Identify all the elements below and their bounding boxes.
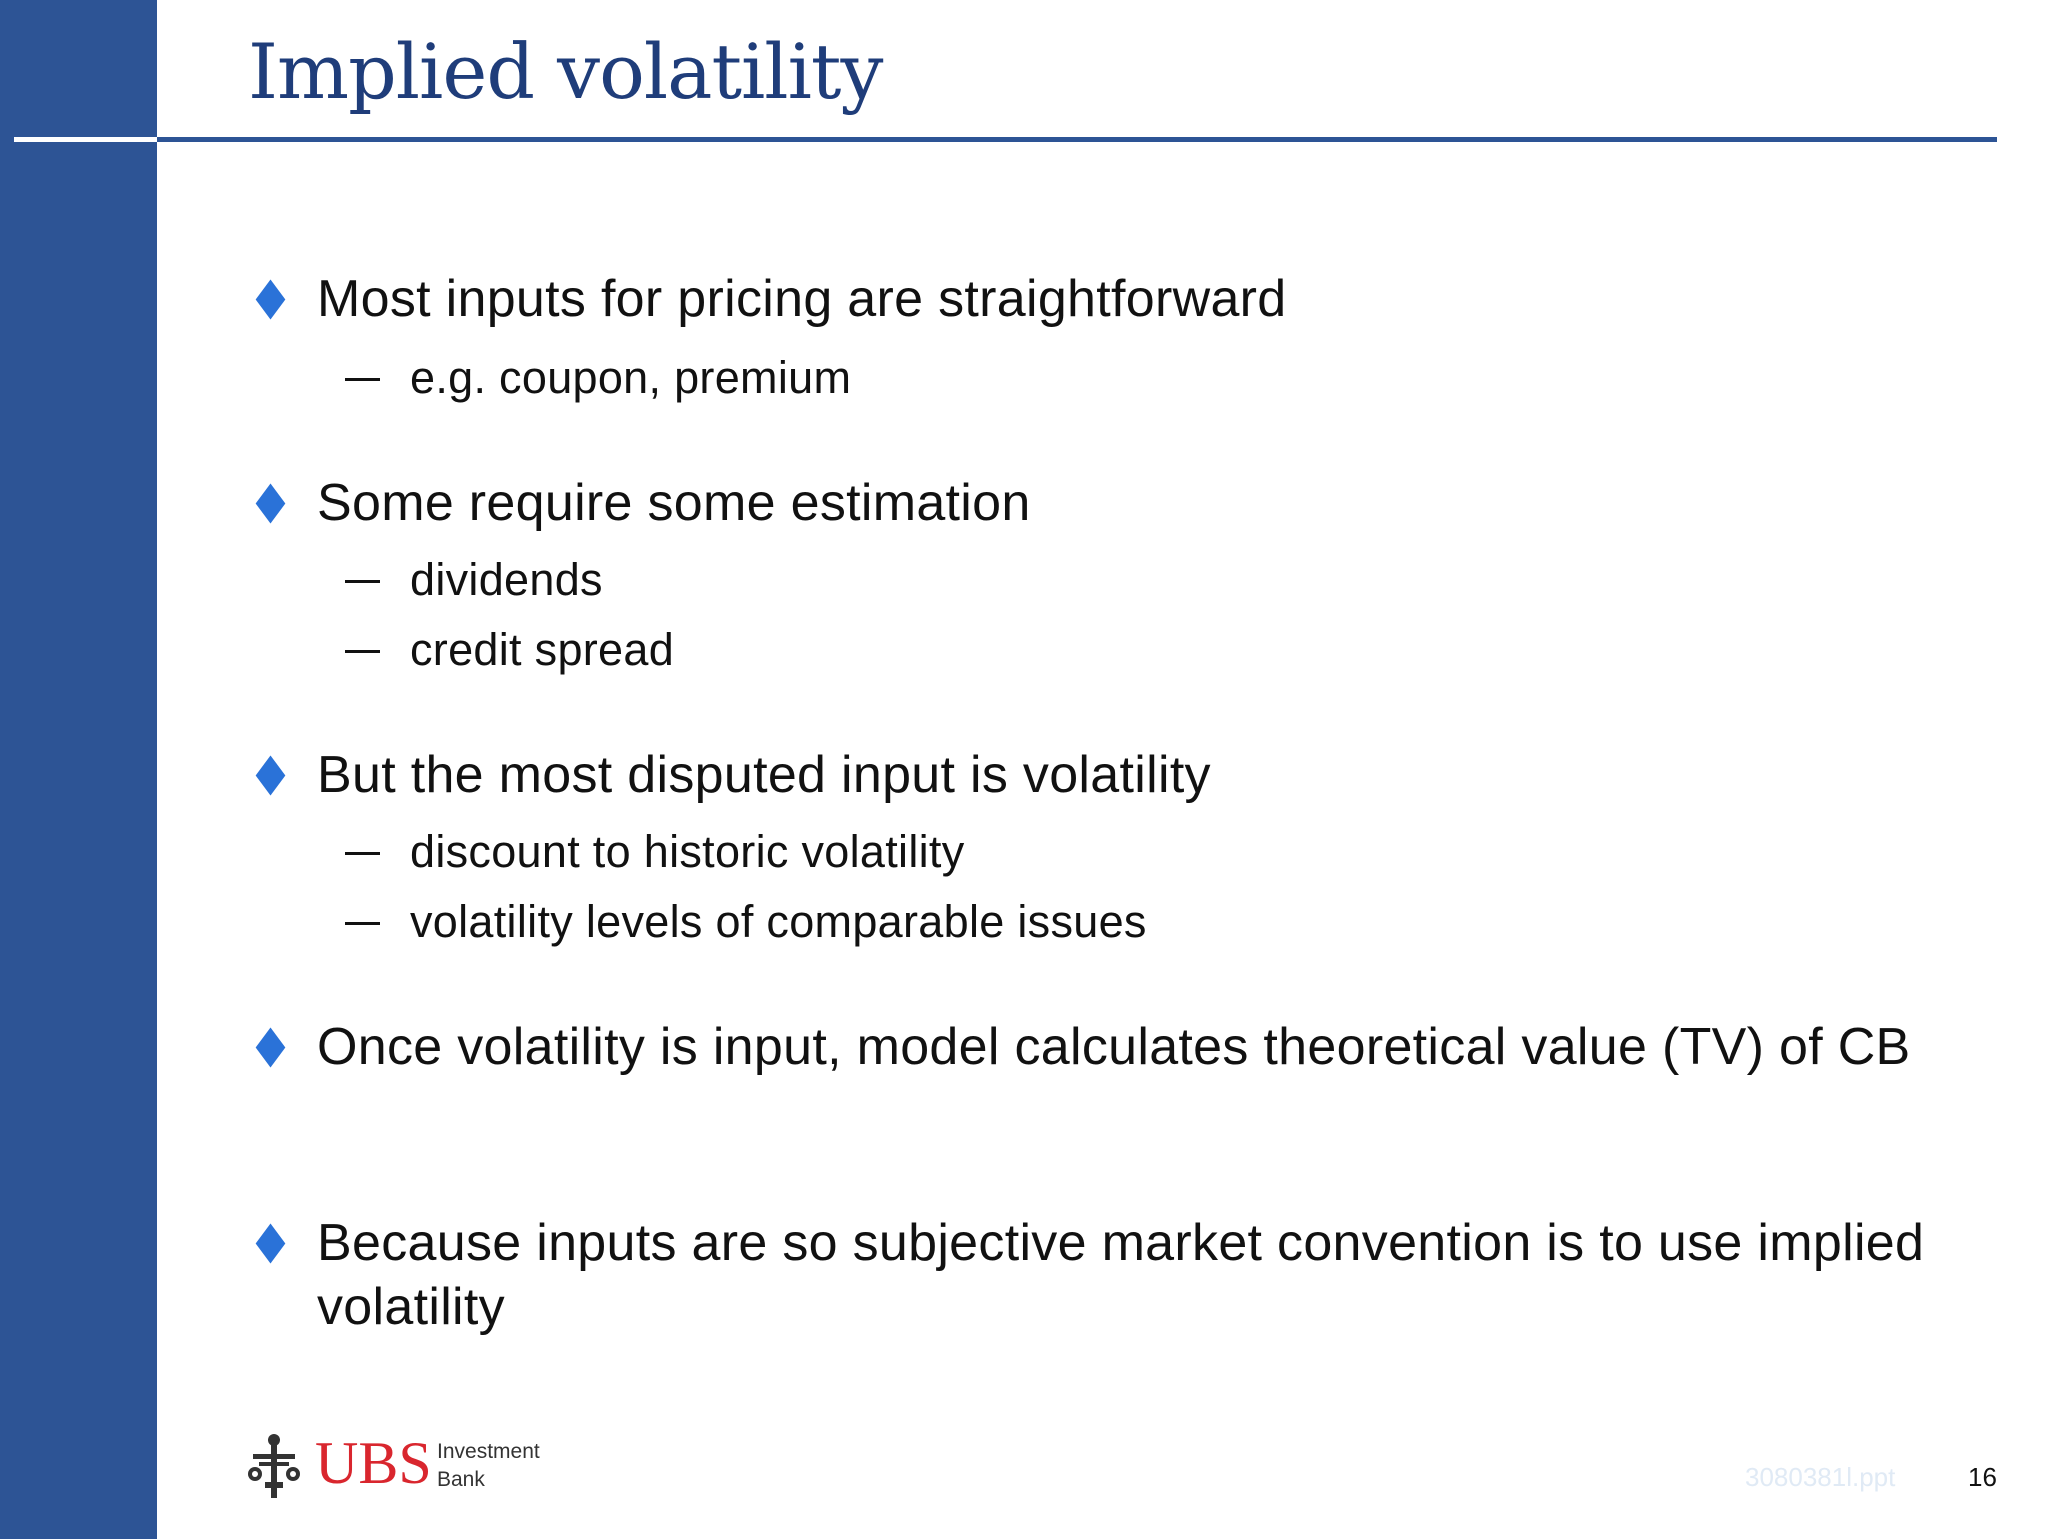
logo-bank-text: Bank	[437, 1468, 485, 1491]
logo-investment-text: Investment	[437, 1440, 540, 1463]
bullet-text: Most inputs for pricing are straightforw…	[317, 270, 1287, 328]
ubs-logo: UBS Investment Bank	[245, 1428, 585, 1508]
sub-bullet-item: dividends	[345, 550, 1745, 610]
sub-bullet-item: e.g. coupon, premium	[345, 348, 1745, 408]
sub-bullet-text: dividends	[410, 554, 603, 605]
logo-ubs-text: UBS	[315, 1430, 432, 1496]
sub-bullet-text: credit spread	[410, 624, 675, 675]
sub-bullet-text: discount to historic volatility	[410, 826, 965, 877]
left-sidebar-band	[0, 0, 157, 1539]
diamond-bullet-icon	[255, 754, 285, 796]
dash-icon	[345, 378, 380, 381]
bullet-text: Some require some estimation	[317, 474, 1031, 532]
bullet-text: But the most disputed input is volatilit…	[317, 746, 1211, 804]
dash-icon	[345, 580, 380, 583]
page-number: 16	[1968, 1462, 1997, 1492]
dash-icon	[345, 852, 380, 855]
sub-bullet-text: e.g. coupon, premium	[410, 352, 852, 403]
sub-bullet-item: discount to historic volatility	[345, 822, 1745, 882]
diamond-bullet-icon	[255, 482, 285, 524]
dash-icon	[345, 650, 380, 653]
bullet-text: Because inputs are so subjective market …	[317, 1214, 1925, 1336]
sidebar-divider	[14, 137, 157, 142]
slide-title: Implied volatility	[248, 27, 883, 116]
keys-emblem-icon	[248, 1434, 300, 1498]
title-rule	[157, 137, 1997, 142]
sub-bullet-item: credit spread	[345, 620, 1745, 680]
dash-icon	[345, 922, 380, 925]
diamond-bullet-icon	[255, 1026, 285, 1068]
file-name: 3080381l.ppt	[1745, 1462, 1896, 1492]
sub-bullet-text: volatility levels of comparable issues	[410, 896, 1147, 947]
bullet-text: Once volatility is input, model calculat…	[317, 1018, 1911, 1076]
diamond-bullet-icon	[255, 1222, 285, 1264]
diamond-bullet-icon	[255, 278, 285, 320]
sub-bullet-item: volatility levels of comparable issues	[345, 892, 1745, 952]
